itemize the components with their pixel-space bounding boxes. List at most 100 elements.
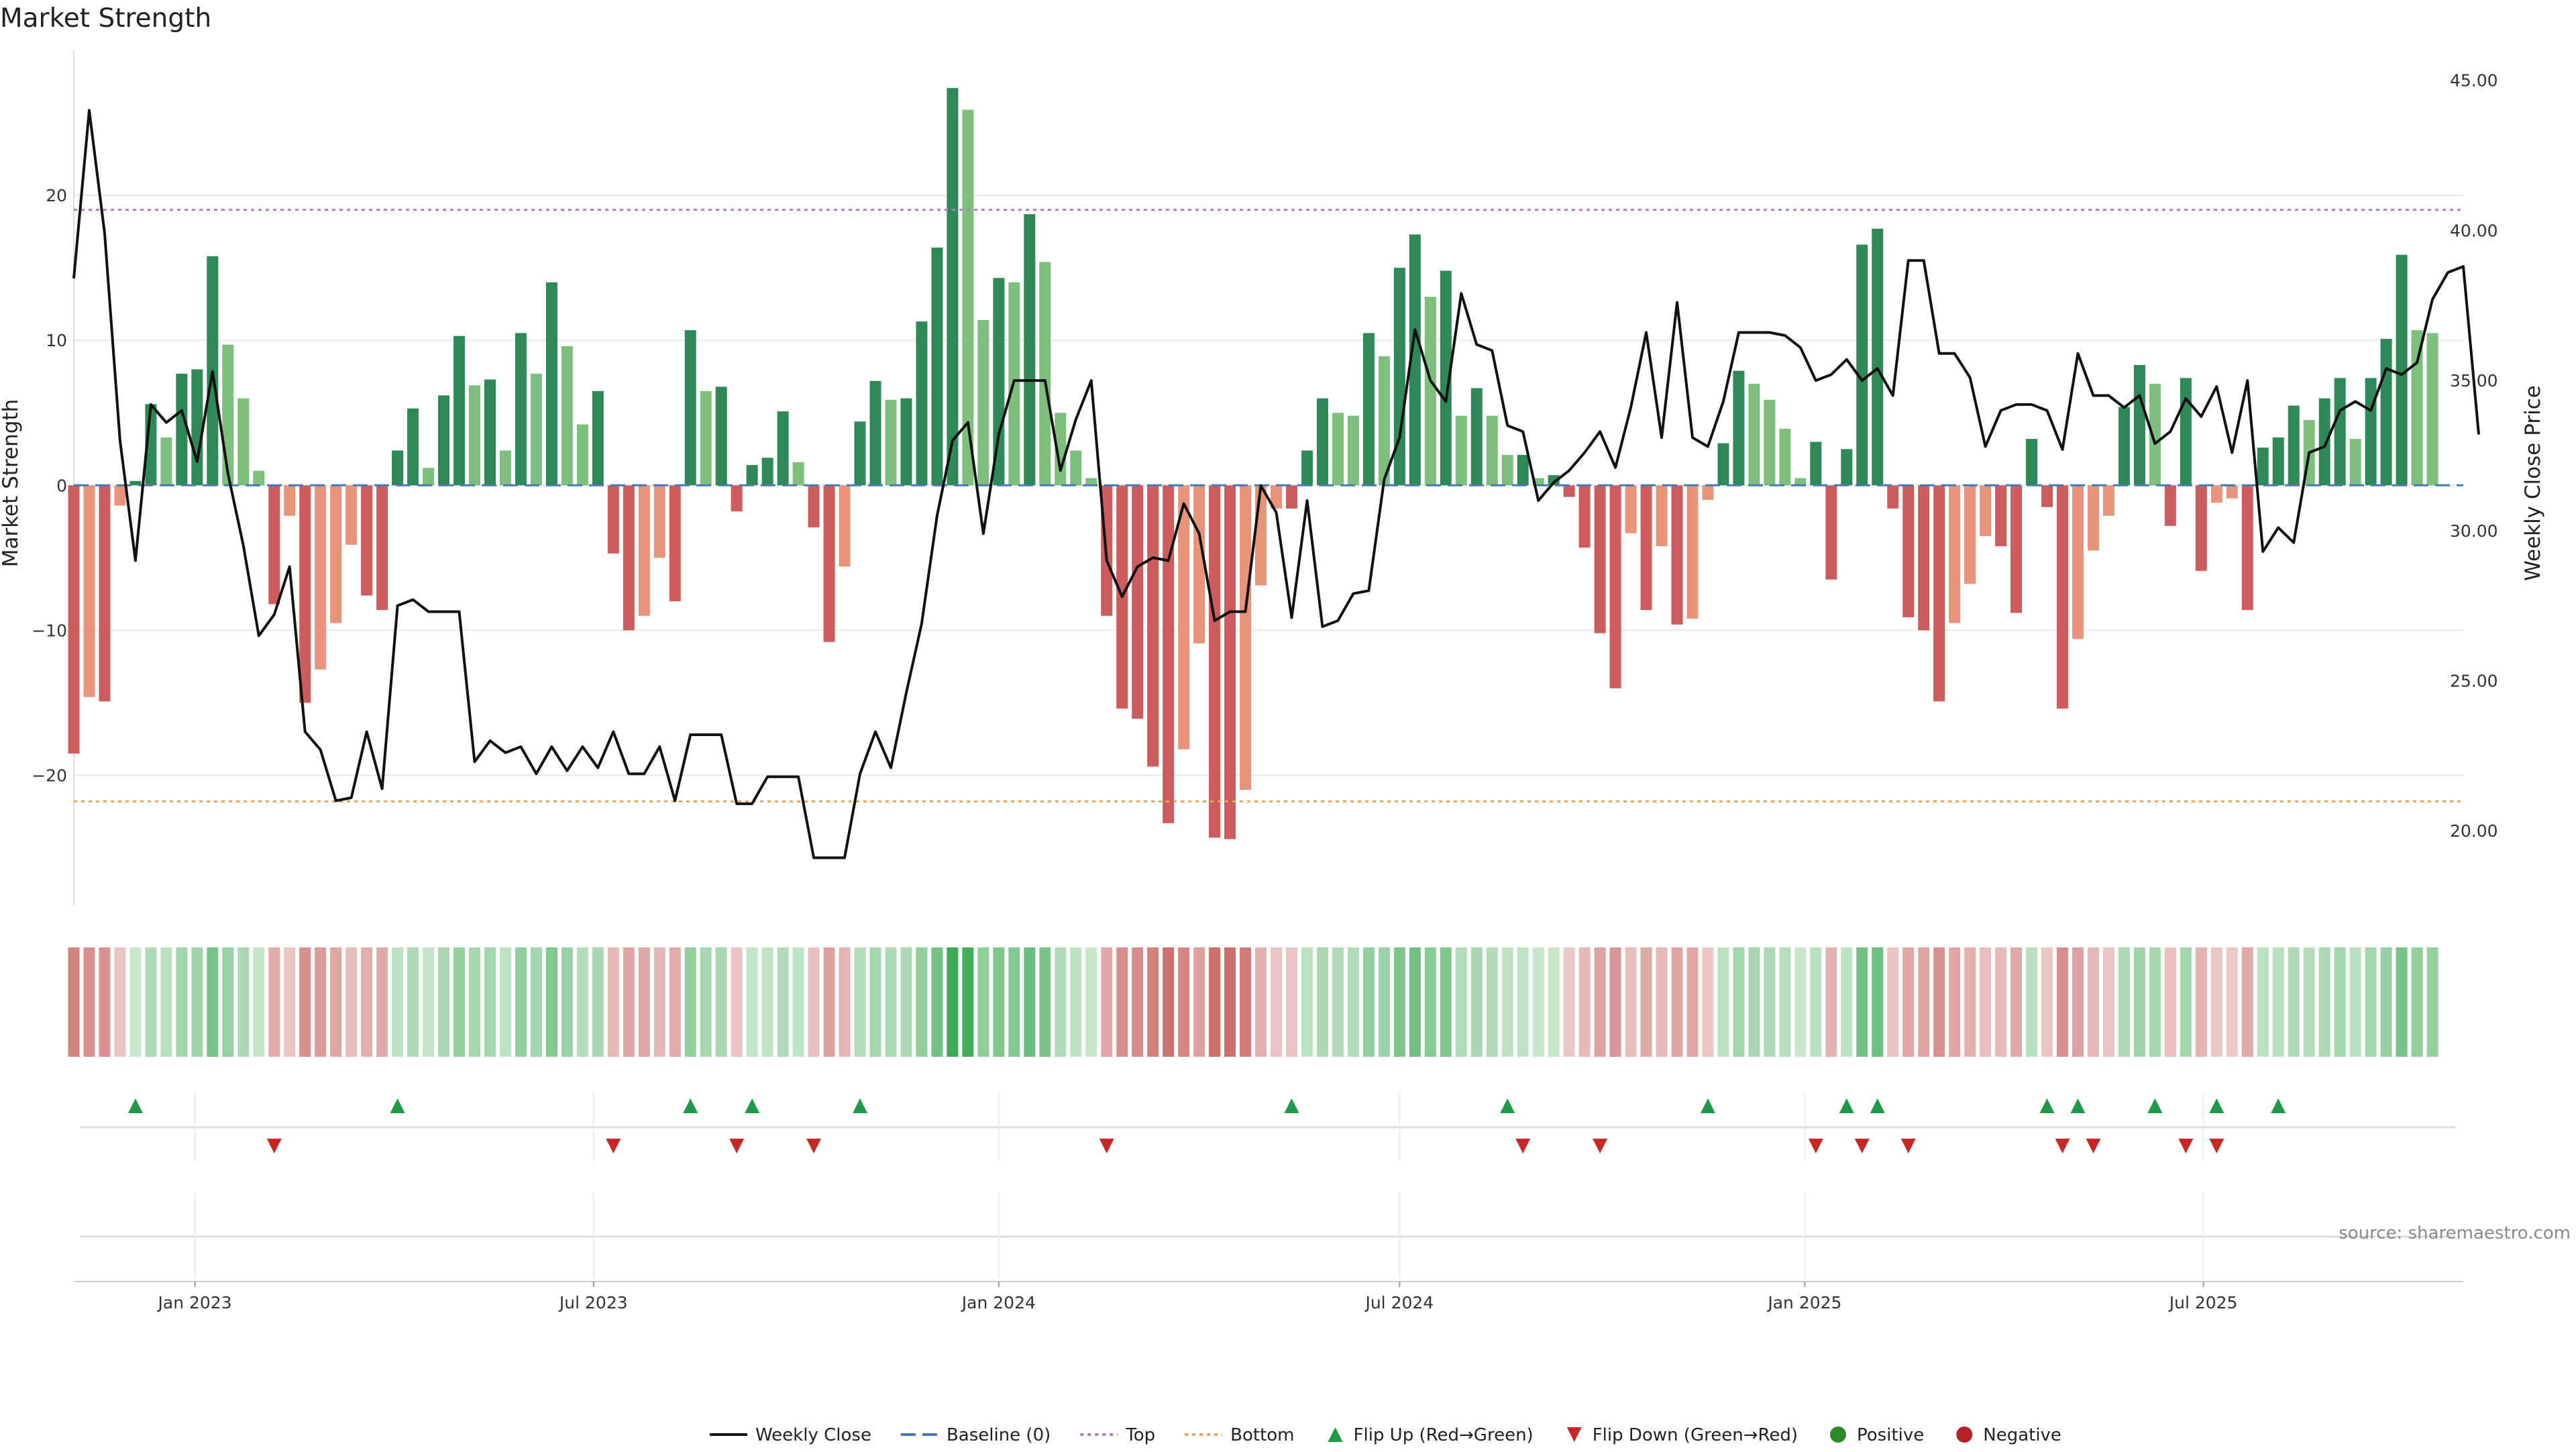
strength-bar — [1856, 244, 1868, 486]
heat-cell — [2210, 947, 2222, 1057]
heat-cell — [1779, 947, 1791, 1057]
strength-bar — [1733, 370, 1745, 486]
strength-bar — [1794, 478, 1807, 486]
strength-bar — [1501, 454, 1513, 486]
strength-bar — [885, 399, 897, 486]
strength-bar — [330, 485, 342, 623]
strength-bar — [1764, 399, 1776, 486]
strength-bar — [1532, 478, 1544, 486]
heat-cell — [1039, 947, 1051, 1057]
flip-up-marker — [853, 1098, 868, 1113]
heat-cell — [1255, 947, 1267, 1057]
heat-cell — [2164, 947, 2176, 1057]
heat-cell — [1640, 947, 1652, 1057]
strength-bar — [761, 458, 773, 486]
x-tick-label: Jan 2023 — [157, 1293, 232, 1312]
heat-cell — [1440, 947, 1452, 1057]
heat-cell — [2041, 947, 2053, 1057]
y2-tick-label: 25.00 — [2450, 671, 2498, 690]
strength-bar — [423, 468, 435, 486]
strength-bar — [2072, 485, 2084, 639]
heat-cell — [376, 947, 388, 1057]
heat-cell — [453, 947, 466, 1057]
strength-bar — [592, 391, 604, 486]
heat-cell — [1132, 947, 1144, 1057]
y-axis-title: Market Strength — [0, 399, 23, 568]
heat-cell — [885, 947, 897, 1057]
strength-bar — [1470, 388, 1483, 486]
strength-bar — [653, 485, 665, 558]
strength-bar — [2380, 339, 2392, 486]
strength-bar — [299, 485, 311, 703]
heat-cell — [1794, 947, 1807, 1057]
flip-up-marker — [2147, 1098, 2163, 1113]
heat-cell — [2057, 947, 2069, 1057]
heat-cell — [145, 947, 157, 1057]
legend-item-1: Baseline (0) — [900, 1425, 1051, 1445]
heat-cell — [576, 947, 588, 1057]
heat-cell — [1070, 947, 1082, 1057]
x-tick-label: Jan 2024 — [961, 1293, 1036, 1312]
heat-cell — [222, 947, 234, 1057]
heat-cell — [438, 947, 450, 1057]
heat-cell — [284, 947, 296, 1057]
strength-bar — [315, 485, 327, 670]
flip-up-marker — [2271, 1098, 2286, 1113]
heat-cell — [1918, 947, 1930, 1057]
heat-cell — [2149, 947, 2161, 1057]
strength-bar — [99, 485, 111, 702]
strength-bar — [962, 109, 974, 486]
heat-cell — [731, 947, 743, 1057]
heat-cell — [2303, 947, 2315, 1057]
heat-cell — [129, 947, 142, 1057]
strength-bar — [1193, 485, 1205, 643]
heat-cell — [1116, 947, 1128, 1057]
heat-cell — [545, 947, 557, 1057]
heat-cell — [2396, 947, 2408, 1057]
heat-cell — [191, 947, 203, 1057]
flip-up-marker — [390, 1098, 405, 1113]
heat-cell — [392, 947, 404, 1057]
strength-bar — [345, 485, 358, 545]
legend-label: Flip Up (Red→Green) — [1354, 1425, 1534, 1445]
heat-cell — [1240, 947, 1252, 1057]
strength-bar — [1024, 214, 1036, 486]
legend-label: Negative — [1983, 1425, 2061, 1445]
strength-bar — [1424, 297, 1436, 486]
strength-bar — [1209, 485, 1221, 838]
heat-cell — [114, 947, 126, 1057]
heat-cell — [2180, 947, 2192, 1057]
flip-up-marker — [1700, 1098, 1715, 1113]
heat-cell — [1008, 947, 1020, 1057]
y2-tick-label: 40.00 — [2450, 221, 2498, 240]
strength-bar — [1810, 442, 1822, 486]
heat-cell — [1178, 947, 1190, 1057]
strength-bar — [114, 485, 126, 506]
strength-bar — [561, 346, 573, 486]
legend-item-6: Positive — [1830, 1425, 1924, 1445]
y-tick-label: 10 — [46, 331, 67, 350]
legend-label: Positive — [1857, 1425, 1924, 1445]
strength-bar — [237, 398, 250, 486]
heat-cell — [1902, 947, 1915, 1057]
strength-bar — [715, 386, 727, 486]
strength-bar — [2349, 439, 2361, 486]
flip-down-marker — [606, 1139, 621, 1153]
legend-label: Flip Down (Green→Red) — [1593, 1425, 1798, 1445]
x-tick-label: Jul 2025 — [2168, 1293, 2238, 1312]
strength-bar — [222, 344, 234, 486]
heat-cell — [484, 947, 496, 1057]
legend-item-5: Flip Down (Green→Red) — [1566, 1425, 1798, 1445]
flip-up-marker — [1870, 1098, 1885, 1113]
heat-cell — [1594, 947, 1606, 1057]
y2-axis-title: Weekly Close Price — [2521, 385, 2545, 581]
strength-bar — [1147, 485, 1159, 767]
legend-label: Top — [1125, 1425, 1155, 1445]
y-tick-label: −10 — [32, 621, 67, 640]
strength-bar — [2164, 485, 2176, 526]
strength-bar — [1270, 485, 1282, 509]
strength-bar — [2210, 485, 2222, 503]
source-label: source: sharemaestro.com — [2339, 1223, 2571, 1243]
heat-cell — [1563, 947, 1575, 1057]
